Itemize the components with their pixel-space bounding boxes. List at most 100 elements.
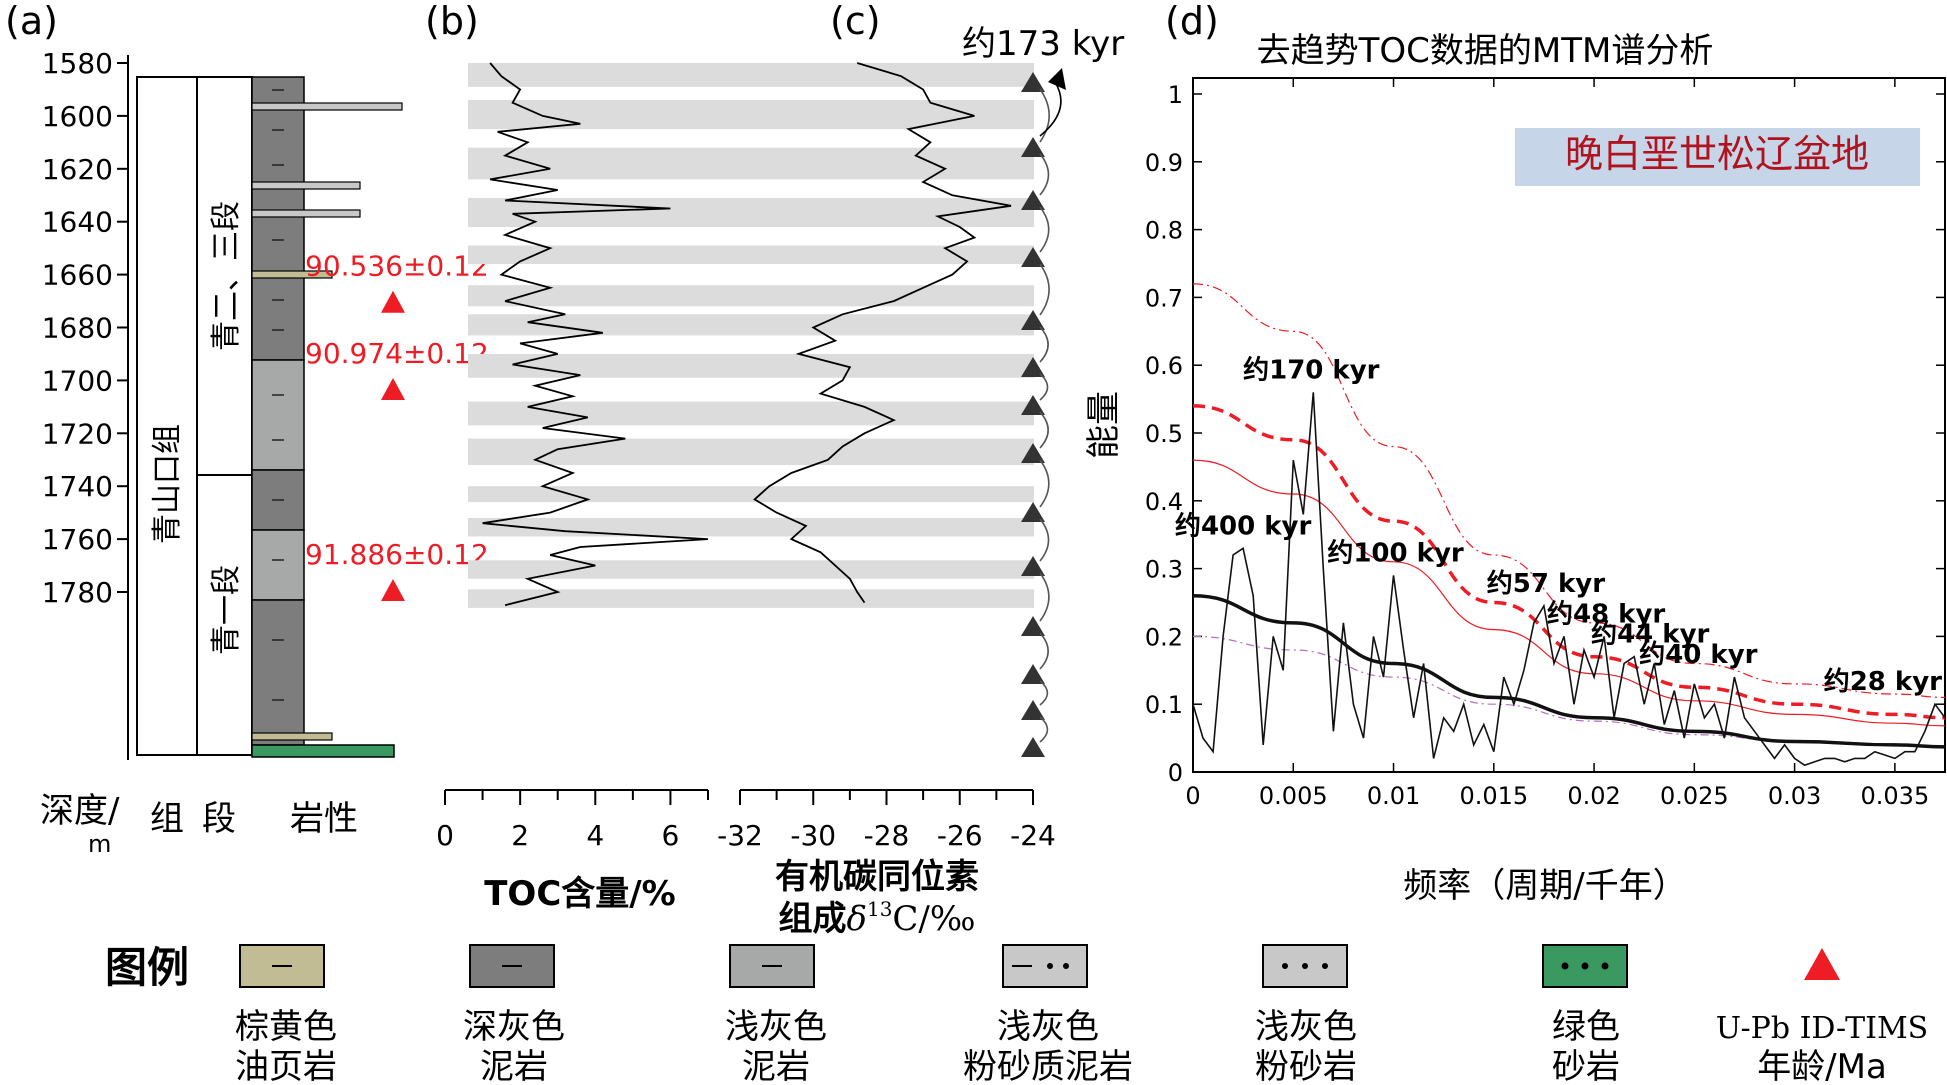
legend-swatch-dot [1302, 963, 1308, 969]
age-label: 91.886±0.12 [305, 538, 489, 571]
spectrum-xlabel: 频率（周期/千年） [1403, 866, 1686, 906]
litho-oil-shale [251, 270, 333, 279]
spectrum-x-tick-label: 0.035 [1861, 782, 1930, 810]
toc-tick-label: 2 [511, 819, 529, 852]
spectrum-y-tick-label: 0.2 [1145, 623, 1183, 651]
spectrum-x-tick-label: 0.02 [1567, 782, 1620, 810]
cycle-arc [1039, 206, 1050, 253]
spectrum-x-tick-label: 0 [1185, 782, 1200, 810]
depth-tick-label: 1580 [42, 47, 113, 80]
legend-swatch-dot [1561, 962, 1569, 970]
litho-dark-mudstone [251, 599, 305, 746]
cycle-arc [1039, 632, 1049, 670]
toc-tick-label: 6 [662, 819, 680, 852]
d13c-xlabel-line1: 有机碳同位素 [775, 857, 979, 897]
cycle-markers [1021, 68, 1066, 757]
spectrum-peak-label: 约170 kyr [1243, 354, 1380, 385]
spectrum-y-tick-label: 0.8 [1145, 217, 1183, 245]
spectrum-x-tick-label: 0.005 [1259, 782, 1328, 810]
age-triangle [381, 290, 405, 313]
d13c-xlabel-line2: 组成δ13C/‰ [778, 897, 975, 939]
legend-label: U-Pb ID-TIMS [1716, 1011, 1928, 1046]
depth-axis: 1580 1600 1620 1640 1660 1680 1700 1720 1740 1760… [42, 47, 129, 760]
litho-light-mudstone [251, 359, 305, 471]
litho-green-sandstone [251, 744, 395, 758]
depth-tick-label: 1600 [42, 100, 113, 133]
cycle-bar [468, 517, 1034, 537]
region-badge-text: 晚白垩世松辽盆地 [1565, 132, 1869, 176]
formation-box [136, 76, 198, 756]
cycle-marker [1021, 310, 1045, 330]
spectrum-peak-label: 约400 kyr [1175, 510, 1312, 541]
litho-silty-mudstone [251, 102, 403, 111]
legend-title: 图例 [105, 943, 189, 992]
lithology-column [251, 76, 403, 758]
d13c-xlabel-sup: 13 [867, 897, 892, 921]
spectrum-peak-label: 约57 kyr [1487, 568, 1605, 599]
cycle-marker [1021, 502, 1045, 522]
spectrum-line-confidence-99 [1192, 283, 1946, 699]
litho-siltstone [251, 209, 361, 218]
cycle-bar [468, 314, 1034, 336]
litho-marks [272, 89, 284, 701]
spectrum-peak-label: 约100 kyr [1327, 537, 1464, 568]
spectrum-y-tick-label: 1 [1168, 81, 1183, 109]
formation-header: 组 [150, 799, 184, 839]
spectrum-peak-label: 约48 kyr [1547, 598, 1665, 629]
legend-swatch-dot [1047, 963, 1053, 969]
lithology-header: 岩性 [290, 799, 358, 839]
cycle-arc [1039, 153, 1050, 196]
cycle-bar [468, 560, 1034, 579]
legend-swatch-dot [1601, 962, 1609, 970]
depth-tick-label: 1680 [42, 312, 113, 345]
cycle-marker [1021, 616, 1045, 636]
legend-label: 泥岩 [742, 1047, 810, 1085]
cycle-marker [1021, 443, 1045, 463]
cycle-bar [468, 401, 1034, 426]
cycle-marker [1021, 737, 1045, 757]
spectrum-y-tick-label: 0 [1168, 759, 1183, 787]
legend-label: 浅灰色 [997, 1007, 1099, 1047]
cycle-arc [1039, 326, 1049, 363]
cycle-arc [1039, 263, 1050, 316]
d13c-xlabel-prefix: 组成 [778, 899, 846, 939]
spectrum-x-tick-label: 0.025 [1660, 782, 1729, 810]
cycle-marker [1021, 700, 1045, 720]
legend-label: 油页岩 [235, 1047, 337, 1085]
legend-label: 粉砂质泥岩 [963, 1047, 1133, 1085]
member-upper-name: 青二、三段 [209, 201, 244, 351]
legend-label: 年龄/Ma [1757, 1047, 1887, 1085]
age-markers: 90.536±0.12 90.974±0.12 91.886±0.12 [305, 250, 489, 601]
cycle-marker [1021, 247, 1045, 267]
spectrum-line-confidence-90 [1192, 459, 1946, 727]
depth-tick-label: 1640 [42, 206, 113, 239]
spectrum-y-tick-label: 0.9 [1145, 149, 1183, 177]
litho-light-mudstone [251, 529, 305, 601]
legend-swatch-dot [1322, 963, 1328, 969]
d13c-x-axis: -32 -30 -28 -26 -24 [717, 789, 1056, 852]
cycle-bar [468, 245, 1034, 265]
cycle-marker [1021, 137, 1045, 157]
litho-dark-mudstone [251, 76, 305, 361]
depth-tick-label: 1720 [42, 417, 113, 450]
toc-series-line [482, 62, 709, 607]
spectrum-y-tick-label: 0.7 [1145, 284, 1183, 312]
cycle-marker [1021, 556, 1045, 576]
spectrum-line-robust-red-noise [1192, 593, 1946, 749]
member-header: 段 [202, 799, 236, 839]
depth-tick-label: 1620 [42, 153, 113, 186]
cycle-arc [1039, 572, 1050, 622]
panel-label-b: (b) [425, 0, 479, 43]
cycle-arc [1039, 373, 1049, 401]
formation-name: 青山口组 [150, 424, 185, 544]
litho-oil-shale [251, 732, 333, 741]
spectrum-ylabel: 能量 [1084, 391, 1124, 459]
spectrum-y-tick-label: 0.3 [1145, 556, 1183, 584]
depth-header: 深度/ [40, 791, 120, 831]
d13c-tick-label: -28 [864, 819, 910, 852]
legend-label: 泥岩 [480, 1047, 548, 1085]
cycle-arc [1039, 680, 1049, 706]
cycle-arrow-line [1039, 81, 1062, 137]
cycle-bar [468, 486, 1034, 503]
